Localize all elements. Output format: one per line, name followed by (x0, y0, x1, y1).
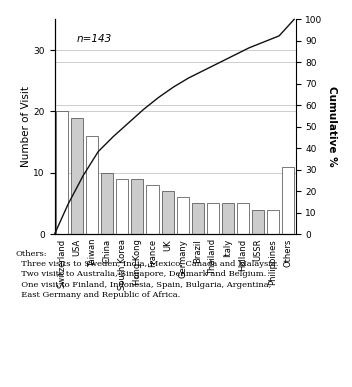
Bar (177, 197, 189, 234)
Bar (252, 210, 264, 234)
Bar (117, 179, 128, 234)
Text: n=143: n=143 (76, 34, 112, 45)
Bar (207, 204, 219, 234)
Bar (222, 204, 234, 234)
Text: Others:
  Three visits to Sweden, India, Mexico, Canada and Malaysia.
  Two visi: Others: Three visits to Sweden, India, M… (16, 250, 278, 299)
Bar (86, 136, 98, 234)
Bar (192, 204, 204, 234)
Bar (146, 185, 158, 234)
Y-axis label: Number of Visit: Number of Visit (20, 86, 31, 167)
Bar (131, 179, 144, 234)
Bar (56, 111, 68, 234)
Bar (162, 191, 174, 234)
Bar (71, 118, 83, 234)
Y-axis label: Cumulative %: Cumulative % (327, 86, 337, 167)
Bar (282, 167, 294, 234)
Bar (101, 173, 113, 234)
Bar (237, 204, 249, 234)
Bar (267, 210, 279, 234)
